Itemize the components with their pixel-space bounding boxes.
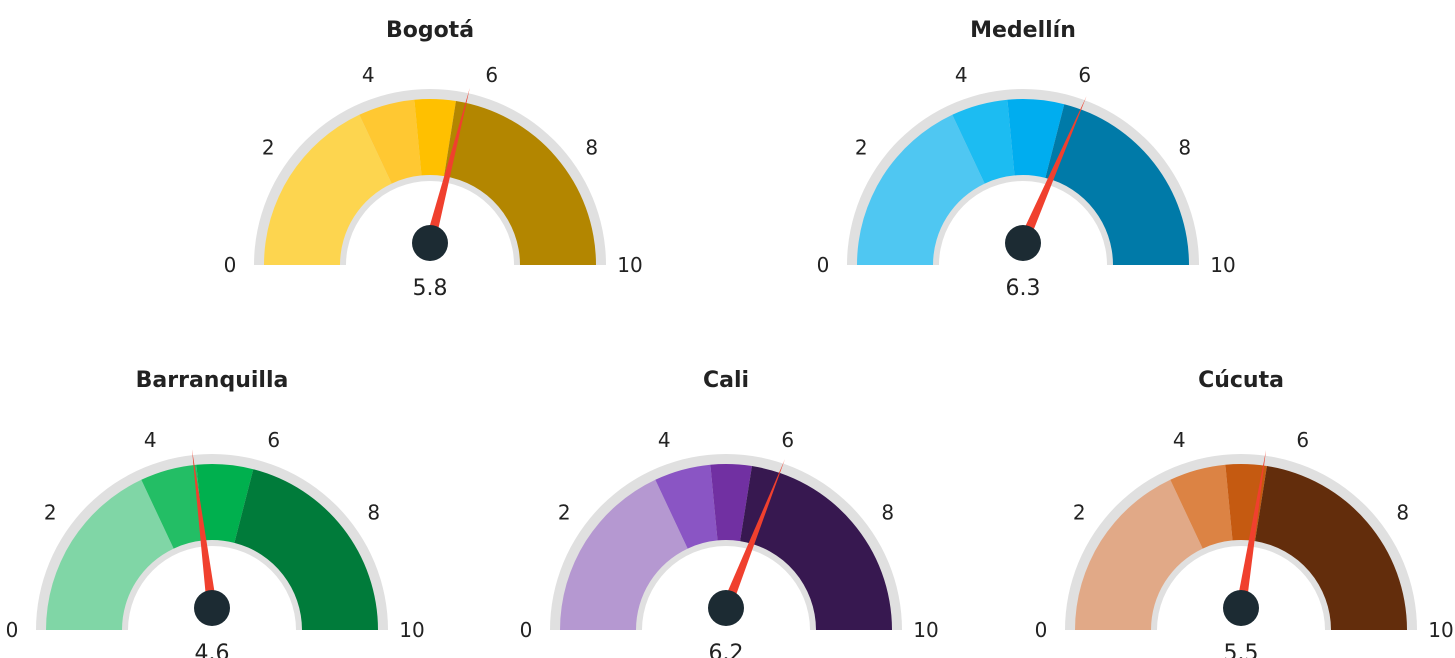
tick-label: 10 [1428, 618, 1453, 642]
tick-label: 2 [558, 500, 571, 524]
gauge-2: Barranquilla 0 2 4 6 8 10 4.6 [6, 368, 425, 658]
gauge-band [264, 114, 392, 265]
gauge-4: Cúcuta 0 2 4 6 8 10 5.5 [1035, 368, 1454, 658]
tick-label: 0 [6, 618, 19, 642]
gauge-title: Bogotá [386, 18, 474, 43]
tick-label: 2 [44, 500, 57, 524]
gauge-band [414, 99, 456, 177]
tick-label: 2 [262, 135, 275, 159]
gauge-title: Cali [703, 368, 749, 393]
gauge-band [560, 479, 688, 630]
gauge-band [740, 466, 892, 630]
tick-label: 2 [1073, 500, 1086, 524]
needle-hub [412, 225, 448, 261]
tick-label: 8 [367, 500, 380, 524]
tick-label: 2 [855, 135, 868, 159]
tick-label: 8 [585, 135, 598, 159]
tick-label: 6 [1078, 63, 1091, 87]
gauge-band [46, 479, 174, 630]
tick-label: 8 [1396, 500, 1409, 524]
tick-label: 8 [1178, 135, 1191, 159]
gauge-needle [1018, 96, 1087, 245]
tick-label: 10 [617, 253, 642, 277]
gauge-band [359, 99, 422, 184]
tick-label: 10 [913, 618, 938, 642]
tick-label: 6 [781, 428, 794, 452]
gauge-3: Cali 0 2 4 6 8 10 6.2 [520, 368, 939, 658]
tick-label: 8 [881, 500, 894, 524]
needle-hub [708, 590, 744, 626]
tick-label: 4 [955, 63, 968, 87]
tick-label: 4 [1173, 428, 1186, 452]
tick-label: 10 [399, 618, 424, 642]
gauge-band [1007, 99, 1065, 178]
tick-label: 0 [817, 253, 830, 277]
tick-label: 0 [224, 253, 237, 277]
gauge-band [952, 99, 1015, 184]
gauge-needle [721, 459, 785, 610]
tick-label: 4 [658, 428, 671, 452]
gauge-band [444, 101, 596, 265]
value-label: 6.2 [709, 641, 744, 658]
needle-hub [1223, 590, 1259, 626]
gauge-needle [1236, 449, 1267, 609]
tick-label: 0 [1035, 618, 1048, 642]
gauge-band [1255, 466, 1407, 630]
tick-label: 6 [1296, 428, 1309, 452]
gauge-title: Cúcuta [1198, 368, 1284, 393]
gauge-1: Medellín 0 2 4 6 8 10 6.3 [817, 18, 1236, 301]
needle-hub [194, 590, 230, 626]
value-label: 5.5 [1224, 641, 1259, 658]
gauge-band [141, 464, 204, 549]
gauge-band [1045, 104, 1189, 265]
tick-label: 6 [267, 428, 280, 452]
gauge-needle [191, 449, 217, 609]
gauge-title: Medellín [970, 18, 1076, 43]
tick-label: 0 [520, 618, 533, 642]
value-label: 4.6 [195, 641, 230, 658]
needle-hub [1005, 225, 1041, 261]
gauge-band [710, 463, 752, 542]
gauge-band [234, 469, 378, 630]
gauge-band [655, 464, 718, 549]
gauge-needle [425, 88, 470, 245]
gauge-band [857, 114, 985, 265]
tick-label: 4 [144, 428, 157, 452]
gauge-band [1075, 479, 1203, 630]
gauge-title: Barranquilla [136, 368, 289, 393]
tick-label: 10 [1210, 253, 1235, 277]
value-label: 5.8 [413, 276, 448, 301]
value-label: 6.3 [1006, 276, 1041, 301]
gauge-band [1170, 464, 1233, 549]
tick-label: 4 [362, 63, 375, 87]
gauge-band [196, 464, 254, 543]
tick-label: 6 [485, 63, 498, 87]
gauge-0: Bogotá 0 2 4 6 8 10 5.8 [224, 18, 643, 301]
